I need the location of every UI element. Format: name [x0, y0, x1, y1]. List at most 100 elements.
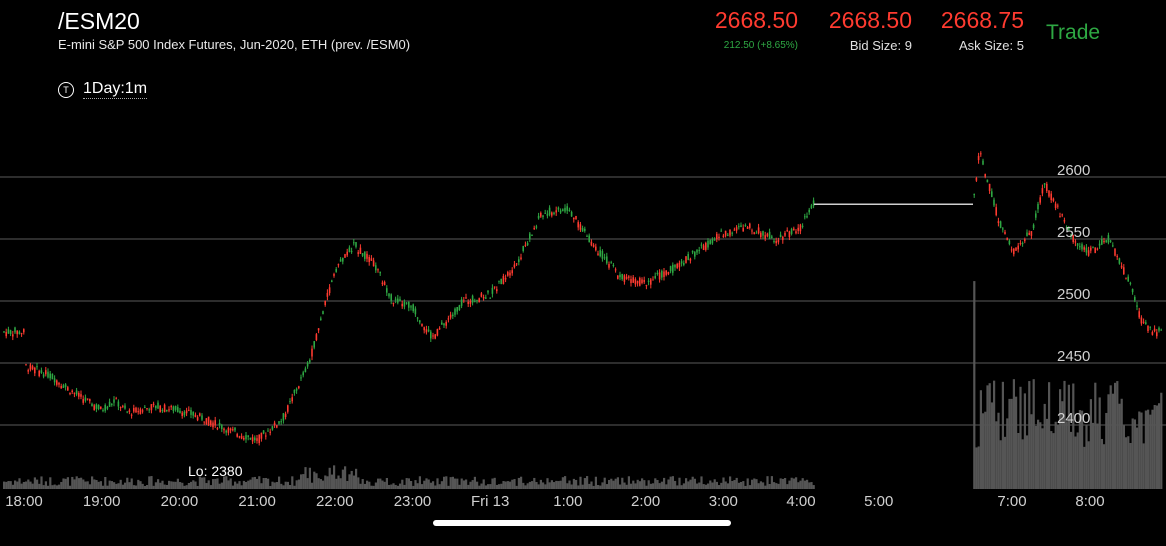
y-tick-label: 2600 [1057, 162, 1090, 179]
volume-bar [731, 481, 734, 489]
volume-bar [242, 480, 245, 489]
volume-bar [308, 467, 311, 489]
candle-body [469, 301, 472, 304]
candle-body [29, 364, 32, 370]
volume-bar [71, 476, 74, 489]
volume-bar [38, 483, 41, 489]
volume-bar [445, 476, 448, 489]
volume-bar [1039, 422, 1042, 489]
candle-body [150, 404, 153, 411]
candle-body [1043, 183, 1046, 185]
volume-bar [795, 477, 798, 489]
volume-bar [561, 477, 564, 489]
timeframe-selector[interactable]: T 1Day:1m [58, 80, 148, 99]
volume-bar [302, 474, 305, 489]
candle-body [337, 264, 340, 266]
trade-button[interactable]: Trade [1046, 21, 1101, 44]
volume-bar [108, 480, 111, 489]
candle-body [359, 247, 362, 254]
volume-bar [363, 483, 366, 489]
volume-bar [553, 482, 556, 489]
volume-bar [69, 485, 72, 489]
candle-body [639, 277, 641, 286]
candle-body [471, 295, 474, 303]
candle-body [1032, 224, 1035, 229]
volume-bar [539, 479, 542, 489]
volume-bar [473, 476, 476, 489]
volume-bar [31, 483, 34, 489]
candle-body [507, 272, 509, 276]
volume-bar [806, 479, 809, 489]
candle-body [73, 392, 76, 394]
candle-body [280, 421, 282, 423]
candle-body [258, 434, 260, 444]
candle-body [597, 253, 599, 255]
volume-bar [1015, 396, 1018, 489]
candle-body [562, 209, 564, 211]
volume-bar [1109, 385, 1112, 489]
volume-bar [176, 478, 179, 489]
candle-body [339, 259, 342, 262]
volume-bar [1041, 428, 1044, 489]
candle-body [1004, 231, 1006, 235]
volume-bar [984, 411, 987, 489]
candle-body [1037, 203, 1039, 210]
quote-header: /ESM20 E-mini S&P 500 Index Futures, Jun… [0, 0, 1166, 140]
volume-bar [36, 479, 39, 489]
candle-body [775, 240, 777, 244]
volume-bar [163, 484, 166, 489]
candle-body [694, 252, 696, 257]
volume-bar [1094, 382, 1097, 489]
volume-bar [407, 478, 410, 489]
volume-bar [29, 481, 32, 489]
candle-body [20, 333, 23, 335]
candle-body [542, 215, 544, 218]
candle-body [287, 405, 289, 412]
volume-bar [234, 481, 237, 489]
volume-bar [1098, 397, 1101, 489]
candle-body [795, 231, 797, 234]
candle-body [203, 421, 205, 423]
candle-body [177, 407, 179, 412]
volume-bar [515, 485, 518, 489]
volume-bar [1129, 443, 1132, 489]
bid-price[interactable]: 2668.50 [828, 7, 912, 33]
volume-bar [1114, 382, 1117, 489]
candle-body [588, 235, 590, 243]
candle-body [480, 293, 483, 297]
candle-body [216, 428, 219, 430]
candle-body [1035, 213, 1037, 218]
volume-bar [810, 482, 813, 489]
volume-bar [1087, 441, 1090, 489]
candle-body [117, 401, 120, 407]
candle-body [993, 199, 995, 206]
volume-bar [121, 484, 124, 489]
candle-body [474, 300, 476, 302]
candle-body [23, 329, 25, 333]
candle-body [762, 231, 764, 236]
candle-body [975, 177, 978, 181]
volume-bar [1147, 409, 1150, 489]
volume-bar [1008, 398, 1011, 489]
candle-body [997, 221, 1000, 223]
home-indicator[interactable] [433, 520, 731, 526]
candle-body [234, 427, 236, 431]
candle-body [174, 405, 177, 410]
candle-body [797, 227, 799, 231]
candle-body [738, 226, 740, 228]
volume-bar [322, 480, 325, 489]
candle-body [731, 232, 733, 234]
volume-bar [267, 478, 270, 489]
volume-bar [249, 479, 252, 489]
candle-body [370, 258, 373, 261]
candle-body [368, 256, 370, 262]
candle-body [476, 300, 478, 302]
net-change: 212.50 (+8.65%) [723, 40, 798, 51]
candle-body [115, 398, 117, 400]
candle-body [685, 256, 687, 263]
volume-bar [392, 483, 395, 489]
volume-bar [370, 485, 373, 489]
ask-price[interactable]: 2668.75 [940, 7, 1024, 33]
candle-body [733, 229, 736, 231]
